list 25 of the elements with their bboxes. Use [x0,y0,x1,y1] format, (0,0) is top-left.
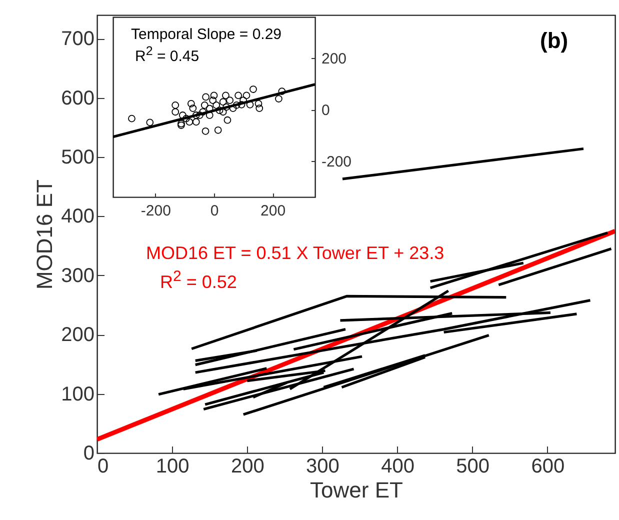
annotation: MOD16 ET = 0.51 X Tower ET + 23.3 [146,243,444,264]
annotation: (b) [540,28,568,54]
x-tick-label: 200 [260,202,286,220]
annotation: R$^{2}$ = 0.45 [135,44,200,65]
x-tick-label: 0 [210,202,219,220]
y-tick-label: 700 [61,28,94,50]
x-tick-label: 500 [456,456,490,478]
x-tick-label: 0 [98,456,109,478]
y-tick-label: 600 [61,87,94,110]
x-tick-label: 600 [531,456,565,478]
y-tick-label: 200 [61,324,94,346]
x-tick-label: -200 [140,202,171,220]
x-axis-title: Tower ET [310,478,403,502]
y-tick-label: 500 [61,146,94,169]
y-tick-label: 200 [322,50,347,68]
y-tick-label: -200 [322,154,352,170]
x-tick-label: 100 [156,456,190,478]
annotation: Temporal Slope = 0.29 [131,26,282,43]
y-tick-label: 100 [61,383,94,406]
y-axis-title: MOD16 ET [32,179,58,290]
x-tick-label: 400 [381,456,414,478]
annotation: R$^{2}$ = 0.52 [160,268,237,293]
y-tick-label: 300 [61,264,94,287]
y-tick-label: 0 [322,102,330,120]
x-tick-label: 200 [230,456,264,478]
